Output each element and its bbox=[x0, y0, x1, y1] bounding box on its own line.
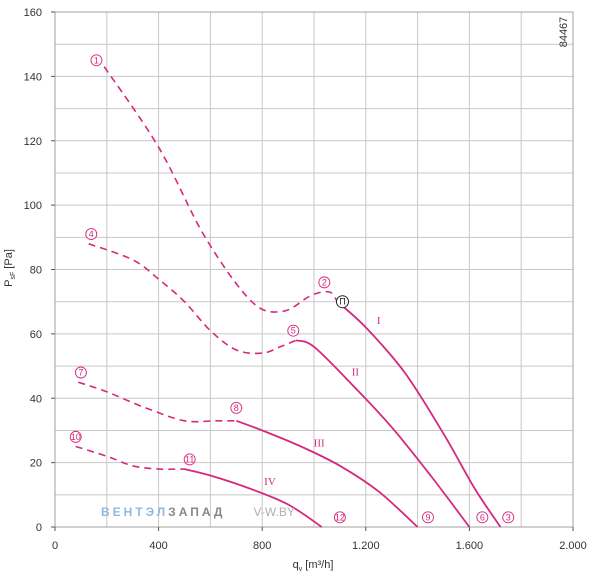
x-tick-label: 2.000 bbox=[559, 540, 587, 552]
y-tick-label: 120 bbox=[24, 136, 42, 148]
curve-III-dashed bbox=[78, 381, 237, 423]
circled-marker: 9 bbox=[422, 511, 434, 524]
x-tick-label: 400 bbox=[149, 540, 167, 552]
watermark: ВЕНТЭЛЗАПАД V-W.BY bbox=[101, 505, 295, 519]
marker-label: 11 bbox=[185, 454, 194, 464]
marker-circle bbox=[476, 511, 489, 524]
curve-III-solid bbox=[235, 419, 419, 528]
axes: 0 400 800 1.200 1.600 2.000 0 20 40 60 80 100 120 140… bbox=[24, 7, 587, 552]
circled-marker: 7 bbox=[74, 366, 87, 379]
marker-label: 5 bbox=[291, 326, 296, 336]
operating-point-label: Π bbox=[339, 297, 346, 307]
y-tick-label: 140 bbox=[24, 71, 42, 83]
curve-IV-solid bbox=[184, 468, 323, 528]
marker-circle bbox=[85, 228, 98, 241]
circled-marker: 4 bbox=[85, 228, 98, 241]
diagram-code: 84467 bbox=[558, 17, 570, 48]
marker-label: 12 bbox=[335, 512, 345, 522]
curve-IV-dashed bbox=[75, 445, 185, 471]
y-tick-label: 40 bbox=[30, 393, 42, 405]
circled-marker: 10 bbox=[69, 430, 82, 443]
marker-circle bbox=[333, 511, 346, 524]
x-axis-label: qv [m³/h] bbox=[293, 559, 334, 573]
marker-circle bbox=[422, 511, 434, 524]
marker-circle bbox=[74, 366, 87, 379]
y-tick-label: 0 bbox=[36, 522, 42, 534]
circled-marker: 11 bbox=[183, 453, 196, 466]
grid bbox=[54, 11, 574, 528]
series-label: I bbox=[377, 315, 381, 327]
curves bbox=[75, 66, 502, 528]
y-axis-label: PsF [Pa] bbox=[3, 249, 17, 287]
marker-label: 4 bbox=[89, 229, 94, 239]
marker-label: 9 bbox=[425, 512, 430, 522]
y-tick-label: 100 bbox=[24, 200, 42, 212]
circled-marker: 6 bbox=[476, 511, 489, 524]
x-tick-label: 800 bbox=[253, 540, 271, 552]
series-label: III bbox=[314, 438, 325, 450]
circled-marker: 1 bbox=[90, 54, 103, 67]
curve-II-dashed bbox=[88, 243, 297, 355]
marker-label: 6 bbox=[480, 512, 485, 522]
marker-label: 10 bbox=[71, 432, 81, 442]
circled-marker: 3 bbox=[502, 511, 515, 524]
operating-point-circle bbox=[335, 295, 349, 309]
marker-circle bbox=[90, 54, 103, 67]
marker-label: 7 bbox=[78, 368, 83, 378]
y-tick-label: 80 bbox=[30, 265, 42, 277]
marker-circle bbox=[502, 511, 515, 524]
marker-label: 3 bbox=[506, 512, 511, 522]
circled-marker: 5 bbox=[287, 324, 300, 337]
circled-marker: 2 bbox=[318, 276, 331, 289]
marker-circle bbox=[69, 430, 82, 443]
marker-label: 1 bbox=[94, 55, 99, 65]
curve-I-solid bbox=[336, 301, 502, 528]
marker-circle bbox=[287, 324, 300, 337]
operating-point-marker: Π bbox=[335, 295, 349, 309]
y-tick-label: 20 bbox=[30, 458, 42, 470]
y-tick-label: 60 bbox=[30, 329, 42, 341]
series-label: IV bbox=[264, 476, 276, 488]
x-tick-label: 1.600 bbox=[456, 540, 484, 552]
watermark-part-3: V-W.BY bbox=[253, 505, 294, 519]
curve-I-dashed bbox=[103, 66, 338, 313]
marker-circle bbox=[318, 276, 331, 289]
x-tick-label: 1.200 bbox=[352, 540, 380, 552]
x-tick-label: 0 bbox=[52, 540, 58, 552]
marker-circle bbox=[183, 453, 196, 466]
watermark-part-1: ВЕНТЭЛ bbox=[101, 505, 168, 519]
circled-marker: 12 bbox=[333, 511, 346, 524]
circled-marker: 8 bbox=[230, 401, 243, 414]
curve-II-solid bbox=[295, 339, 471, 528]
marker-label: 8 bbox=[234, 403, 239, 413]
marker-circle bbox=[230, 401, 243, 414]
watermark-part-2: ЗАПАД bbox=[168, 505, 225, 519]
y-tick-label: 160 bbox=[24, 7, 42, 19]
series-label: II bbox=[352, 367, 360, 379]
marker-label: 2 bbox=[322, 277, 327, 287]
